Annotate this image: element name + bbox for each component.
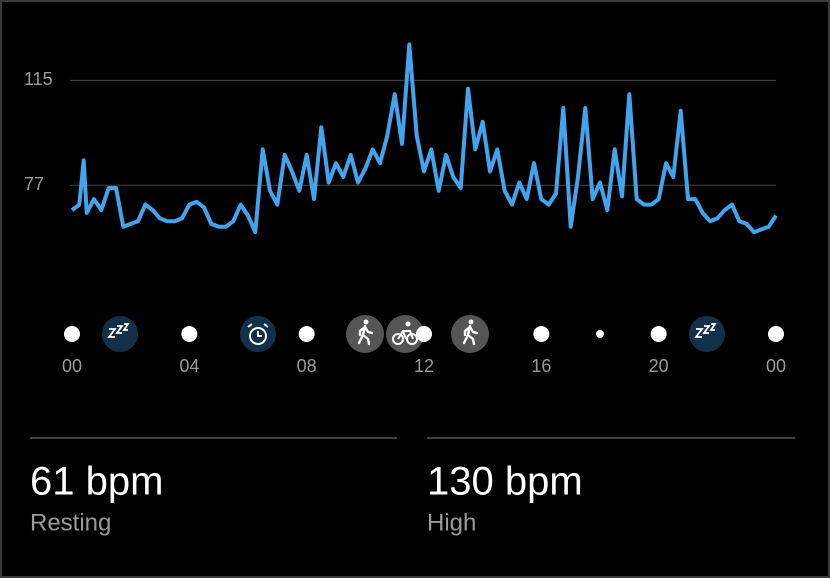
hour-dot [596,330,604,338]
x-tick-label: 08 [297,356,317,376]
stat-value: 130 bpm [427,460,583,504]
x-tick-dot [416,326,432,342]
walk-glyph [363,319,369,325]
bike-glyph [397,330,414,340]
x-tick-dot [768,326,784,342]
bike-glyph [392,333,404,345]
sleep-icon [687,314,727,354]
x-tick-dot [298,326,315,342]
sleep-icon [100,314,140,354]
y-tick-label: 77 [24,174,44,194]
x-tick-label: 20 [649,356,669,376]
stat-value: 61 bpm [30,460,163,504]
x-tick-dot [181,326,198,342]
x-tick-label: 12 [414,356,434,376]
stat-label: Resting [30,509,111,536]
x-tick-label: 00 [766,356,786,376]
walk-icon [451,315,489,353]
x-tick-dot [533,326,550,342]
x-tick-dot [64,326,80,342]
heart-rate-line [70,42,778,235]
walk-glyph [357,324,374,346]
walk-icon [346,315,384,353]
x-tick-dot [650,326,667,342]
x-tick-label: 16 [531,356,551,376]
sleep-glyph [694,323,717,338]
x-tick-label: 00 [62,356,82,376]
alarm-glyph [247,323,269,337]
timeline [100,314,727,354]
alarm-glyph [249,327,267,345]
bike-glyph [405,321,411,327]
sleep-glyph [107,323,130,338]
stat-label: High [427,509,476,536]
walk-glyph [462,324,479,346]
x-tick-label: 04 [179,356,199,376]
y-tick-label: 115 [24,69,53,89]
walk-glyph [468,319,474,325]
